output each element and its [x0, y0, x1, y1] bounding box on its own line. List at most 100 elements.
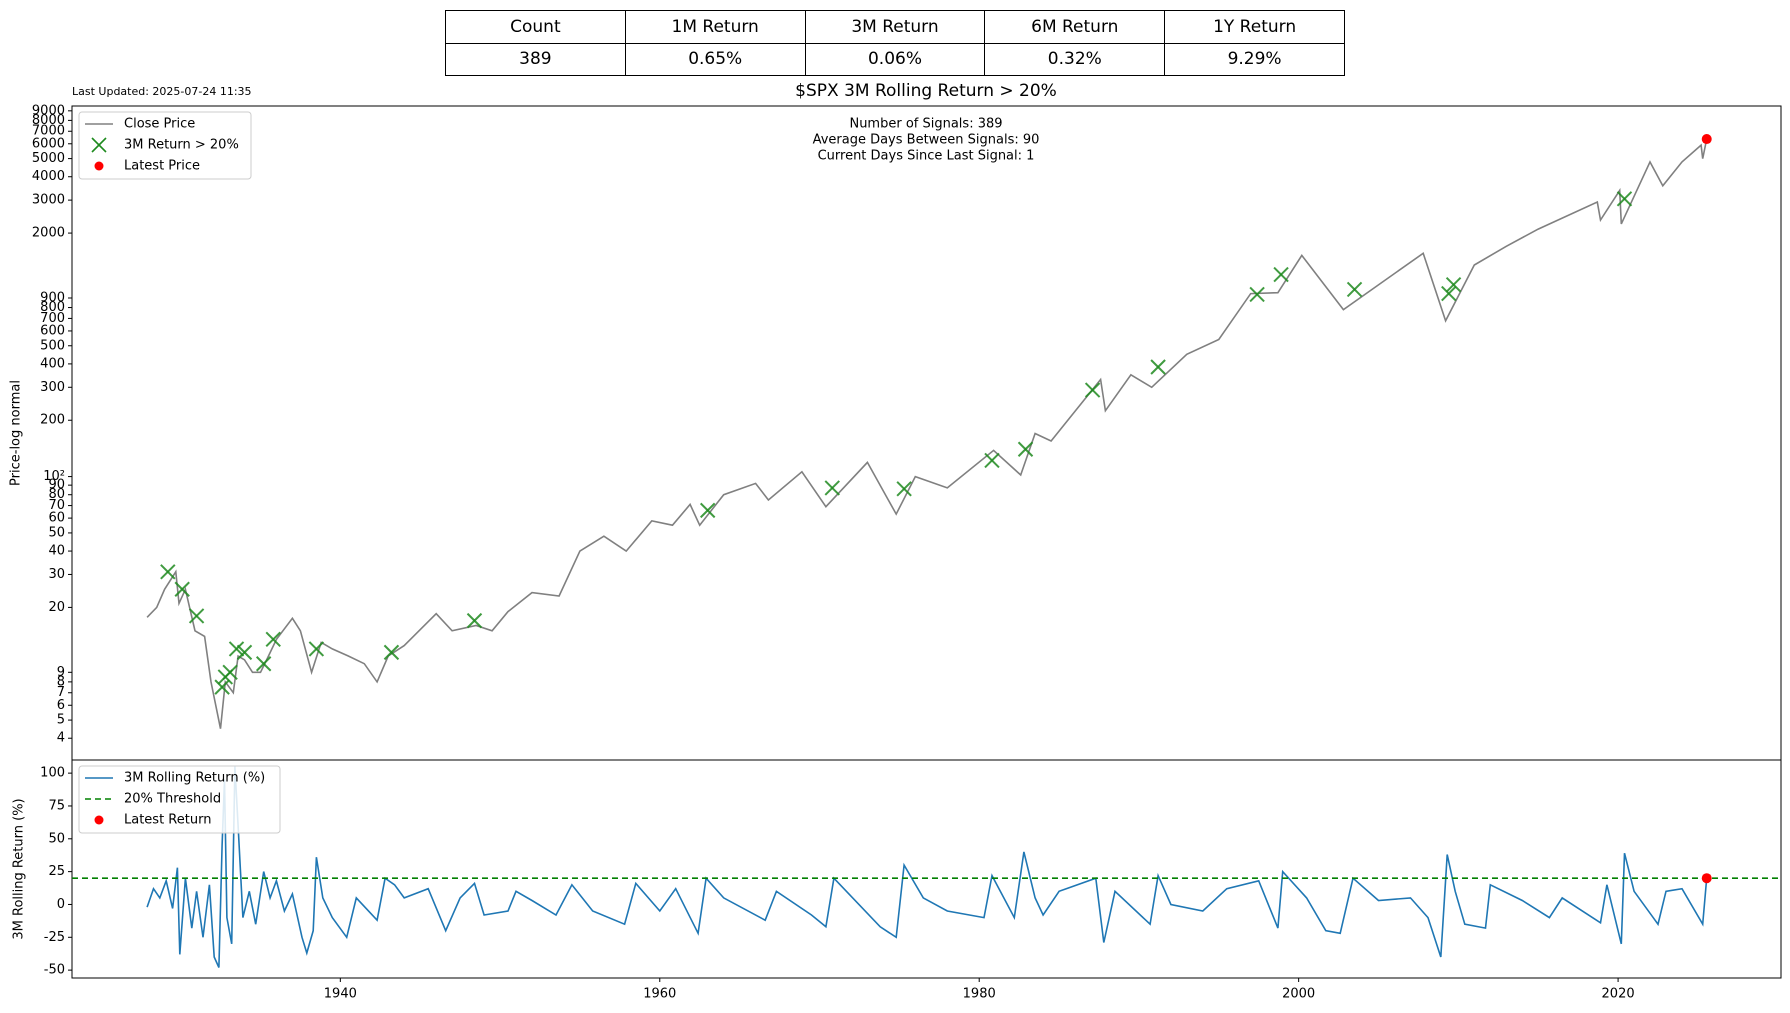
- signal-marker: [1249, 286, 1265, 303]
- legend-label: 20% Threshold: [124, 792, 221, 807]
- value-cell: 0.32%: [984, 42, 1166, 76]
- legend-swatch: [91, 137, 107, 153]
- signal-marker: [255, 656, 272, 672]
- y-tick-label: 10²: [43, 469, 65, 484]
- marker-stroke: [1441, 285, 1457, 302]
- marker-stroke: [466, 612, 483, 629]
- y-tick-label: 20: [48, 600, 65, 615]
- chart-title: $SPX 3M Rolling Return > 20%: [795, 81, 1057, 101]
- signal-marker: [228, 641, 245, 657]
- plot-frame: [71, 105, 1782, 761]
- x-tick-label: 2020: [1602, 987, 1635, 1002]
- marker-stroke: [984, 452, 1000, 469]
- value-cell: 0.06%: [804, 42, 986, 76]
- signal-marker: [699, 502, 716, 519]
- marker-stroke: [1017, 441, 1034, 457]
- y-tick-label: -50: [44, 963, 65, 978]
- signal-marker: [265, 631, 281, 648]
- y-tick-label: 4: [57, 731, 65, 746]
- y-tick-label: 200: [40, 413, 65, 428]
- y-tick-label: 900: [40, 290, 65, 305]
- y-tick-label: 6000: [32, 136, 65, 151]
- y-tick-label: 60: [48, 511, 65, 526]
- signal-marker: [308, 641, 325, 657]
- x-tick-label: 1980: [963, 987, 996, 1002]
- x-tick-label: 2000: [1282, 987, 1315, 1002]
- y-tick-label: 300: [40, 380, 65, 395]
- signal-marker: [222, 664, 238, 681]
- marker-stroke: [160, 564, 176, 580]
- marker-stroke: [824, 480, 840, 496]
- y-tick-label: 9: [57, 665, 65, 680]
- plot-area: [72, 766, 1781, 968]
- y-tick-label: 50: [48, 831, 65, 846]
- y-tick-label: 100: [40, 766, 65, 781]
- value-cell: 0.65%: [624, 42, 806, 76]
- signal-marker: [1017, 441, 1034, 457]
- y-tick-label: 8: [57, 674, 65, 689]
- marker-stroke: [188, 608, 205, 624]
- annotation: Current Days Since Last Signal: 1: [818, 149, 1035, 164]
- y-tick-label: 800: [40, 300, 65, 315]
- signal-marker: [188, 608, 205, 624]
- signal-marker: [1150, 359, 1166, 375]
- signal-marker: [160, 564, 176, 580]
- y-axis-label: Price-log normal: [9, 380, 24, 486]
- y-tick-label: 7: [57, 685, 65, 700]
- signal-marker: [466, 612, 483, 629]
- marker-stroke: [236, 644, 253, 661]
- legend-box: [78, 765, 281, 834]
- legend-label: Latest Return: [124, 813, 211, 828]
- y-tick-label: 7000: [32, 124, 65, 139]
- legend-label: 3M Rolling Return (%): [124, 771, 265, 786]
- signal-marker: [174, 581, 190, 597]
- y-tick-label: 5: [57, 713, 65, 728]
- header-row: Count 1M Return 3M Return 6M Return 1Y R…: [445, 10, 1345, 44]
- y-axis-label: 3M Rolling Return (%): [12, 798, 27, 939]
- legend-swatch: [94, 161, 104, 171]
- summary-table: Count 1M Return 3M Return 6M Return 1Y R…: [445, 10, 1345, 76]
- y-tick-label: 400: [40, 356, 65, 371]
- marker-stroke: [308, 641, 325, 657]
- legend-label: Close Price: [124, 117, 195, 132]
- marker-stroke: [222, 664, 238, 681]
- marker-stroke: [1150, 359, 1166, 375]
- y-tick-label: 2000: [32, 226, 65, 241]
- signal-marker: [383, 644, 400, 661]
- signal-marker: [984, 452, 1000, 469]
- signal-marker: [1445, 276, 1462, 293]
- y-tick-label: 40: [48, 544, 65, 559]
- y-tick-label: 5000: [32, 151, 65, 166]
- signal-marker: [1616, 191, 1633, 207]
- value-cell: 9.29%: [1164, 42, 1345, 76]
- signal-marker: [824, 480, 840, 496]
- signal-marker: [1273, 266, 1289, 283]
- x-tick-label: 1940: [324, 987, 357, 1002]
- marker-stroke: [1273, 266, 1289, 283]
- marker-stroke: [1346, 281, 1363, 298]
- latest-point: [1701, 134, 1712, 145]
- header-cell: 1Y Return: [1164, 10, 1345, 44]
- marker-stroke: [228, 641, 245, 657]
- marker-stroke: [1249, 286, 1265, 303]
- annotation: Number of Signals: 389: [849, 117, 1002, 132]
- y-tick-label: 80: [48, 487, 65, 502]
- y-tick-label: 4000: [32, 169, 65, 184]
- header-cell: 6M Return: [984, 10, 1166, 44]
- y-tick-label: 30: [48, 567, 65, 582]
- y-tick-label: 75: [48, 798, 65, 813]
- marker-stroke: [1616, 191, 1633, 207]
- annotation: Average Days Between Signals: 90: [813, 133, 1040, 148]
- signal-marker: [1346, 281, 1363, 298]
- marker-stroke: [383, 644, 400, 661]
- y-tick-label: 8000: [32, 113, 65, 128]
- marker-stroke: [699, 502, 716, 519]
- marker-stroke: [1445, 276, 1462, 293]
- legend-label: Latest Price: [124, 159, 200, 174]
- marker-stroke: [255, 656, 272, 672]
- legend-swatch: [94, 815, 104, 825]
- price-line: [146, 766, 1708, 968]
- marker-stroke: [214, 679, 230, 695]
- y-tick-label: 600: [40, 323, 65, 338]
